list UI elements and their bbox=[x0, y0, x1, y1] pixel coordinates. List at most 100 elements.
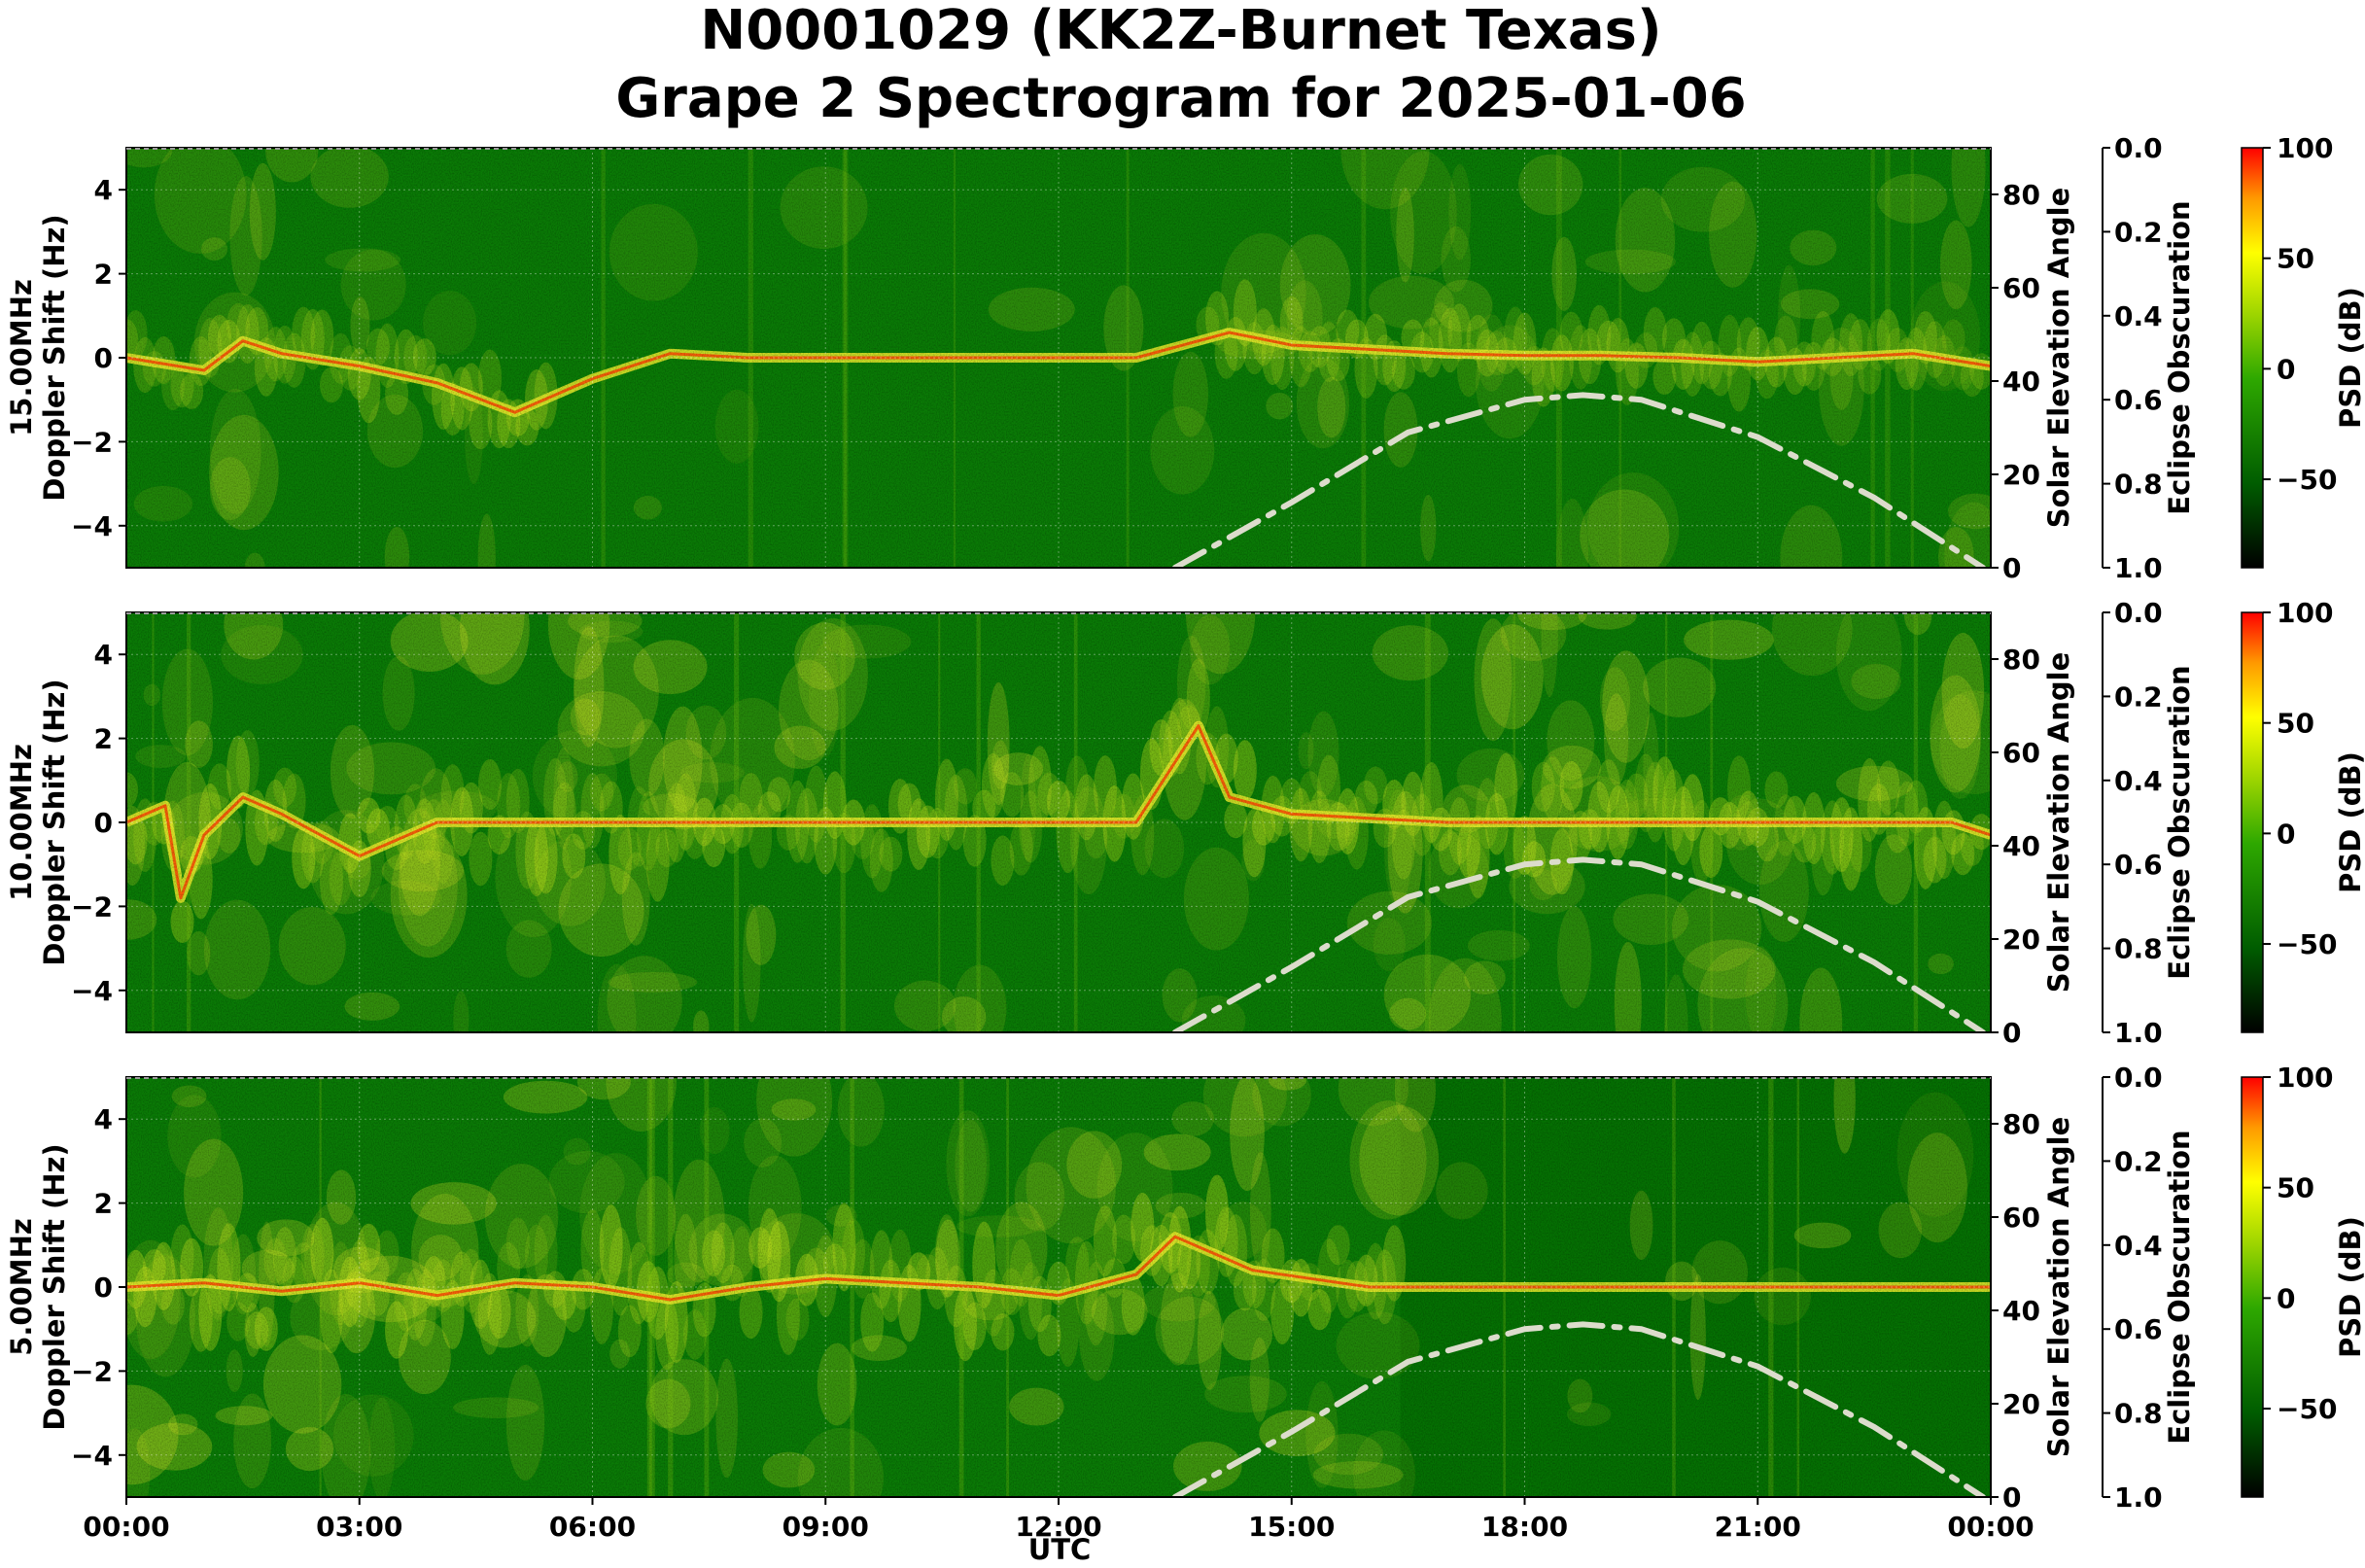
x-tick-label: 12:00 bbox=[1015, 1511, 1101, 1543]
eclipse-tick-label: 0.0 bbox=[2114, 1062, 2163, 1094]
eclipse-axis-label: Eclipse Obscuration bbox=[2163, 1130, 2196, 1444]
solar-tick-label: 20 bbox=[2002, 459, 2040, 491]
eclipse-tick-label: 0.6 bbox=[2114, 1313, 2163, 1345]
psd-tick-label: 100 bbox=[2277, 1062, 2333, 1094]
eclipse-tick-label: 0.0 bbox=[2114, 132, 2163, 164]
x-tick-label: 09:00 bbox=[783, 1511, 869, 1543]
eclipse-tick-label: 0.4 bbox=[2114, 765, 2163, 797]
solar-tick-label: 80 bbox=[2002, 1108, 2040, 1140]
solar-tick-label: 0 bbox=[2002, 1017, 2021, 1049]
psd-colorbar bbox=[2241, 1076, 2264, 1498]
psd-colorbar bbox=[2241, 147, 2264, 569]
eclipse-tick-label: 1.0 bbox=[2114, 1481, 2163, 1514]
spectrogram-plot bbox=[126, 148, 1991, 568]
panel-5.00MHz: 420−2−45.00MHz Doppler Shift (Hz)80604020… bbox=[5, 1062, 2365, 1543]
psd-axis-label: PSD (dB) bbox=[2334, 751, 2365, 893]
eclipse-tick-label: 0.4 bbox=[2114, 300, 2163, 332]
eclipse-tick-label: 0.6 bbox=[2114, 384, 2163, 416]
figure-title-line1: N0001029 (KK2Z-Burnet Texas) bbox=[700, 0, 1661, 62]
solar-axis-label: Solar Elevation Angle bbox=[2042, 652, 2075, 993]
eclipse-tick-label: 0.4 bbox=[2114, 1230, 2163, 1262]
doppler-axis-label: Doppler Shift (Hz) bbox=[38, 679, 71, 965]
solar-tick-label: 60 bbox=[2002, 1202, 2040, 1234]
y-tick-label: −4 bbox=[71, 510, 113, 542]
eclipse-tick-label: 0.8 bbox=[2114, 933, 2163, 965]
panel-frequency-label: 5.00MHz bbox=[5, 1218, 38, 1356]
noise-overlay bbox=[126, 148, 1991, 568]
psd-tick-label: 50 bbox=[2277, 243, 2314, 275]
solar-elevation-curve bbox=[1171, 1321, 1986, 1497]
eclipse-tick-label: 1.0 bbox=[2114, 552, 2163, 584]
psd-tick-label: −50 bbox=[2277, 928, 2337, 960]
x-tick-label: 15:00 bbox=[1248, 1511, 1335, 1543]
doppler-axis-label: Doppler Shift (Hz) bbox=[38, 1143, 71, 1430]
x-tick-label: 21:00 bbox=[1715, 1511, 1801, 1543]
x-axis-label: UTC bbox=[1028, 1533, 1092, 1566]
eclipse-tick-label: 0.2 bbox=[2114, 216, 2163, 248]
solar-axis-label: Solar Elevation Angle bbox=[2042, 1117, 2075, 1458]
eclipse-axis-label: Eclipse Obscuration bbox=[2163, 200, 2196, 514]
eclipse-tick-label: 0.6 bbox=[2114, 849, 2163, 881]
psd-tick-label: 0 bbox=[2277, 353, 2295, 385]
eclipse-tick-label: 0.0 bbox=[2114, 597, 2163, 629]
y-tick-label: 2 bbox=[94, 1188, 113, 1220]
panel-frequency-label: 10.00MHz bbox=[5, 744, 38, 901]
solar-tick-label: 40 bbox=[2002, 1295, 2040, 1327]
psd-tick-label: 0 bbox=[2277, 818, 2295, 850]
solar-tick-label: 40 bbox=[2002, 366, 2040, 398]
y-tick-label: 4 bbox=[94, 1103, 113, 1135]
solar-elevation-curve bbox=[1171, 392, 1986, 568]
solar-tick-label: 0 bbox=[2002, 1481, 2021, 1514]
solar-tick-label: 60 bbox=[2002, 737, 2040, 769]
psd-tick-label: 0 bbox=[2277, 1282, 2295, 1314]
eclipse-tick-label: 0.8 bbox=[2114, 1398, 2163, 1430]
eclipse-axis-label: Eclipse Obscuration bbox=[2163, 665, 2196, 979]
solar-tick-label: 0 bbox=[2002, 552, 2021, 584]
y-tick-label: −4 bbox=[71, 975, 113, 1007]
psd-tick-label: −50 bbox=[2277, 464, 2337, 496]
psd-colorbar bbox=[2241, 611, 2264, 1033]
eclipse-tick-label: 0.2 bbox=[2114, 680, 2163, 713]
solar-elevation-curve bbox=[1171, 856, 1986, 1032]
panel-frequency-label: 15.00MHz bbox=[5, 279, 38, 436]
panels: 420−2−415.00MHz Doppler Shift (Hz)8060402… bbox=[5, 132, 2365, 1543]
noise-overlay bbox=[126, 1077, 1991, 1497]
psd-tick-label: 100 bbox=[2277, 132, 2333, 164]
psd-tick-label: −50 bbox=[2277, 1393, 2337, 1425]
y-tick-label: −2 bbox=[71, 426, 113, 458]
noise-overlay bbox=[126, 612, 1991, 1032]
y-tick-label: 0 bbox=[94, 1272, 113, 1304]
solar-tick-label: 80 bbox=[2002, 644, 2040, 676]
y-tick-label: 4 bbox=[94, 639, 113, 671]
panel-10.00MHz: 420−2−410.00MHz Doppler Shift (Hz)8060402… bbox=[5, 597, 2365, 1049]
psd-tick-label: 100 bbox=[2277, 597, 2333, 629]
figure-title-line2: Grape 2 Spectrogram for 2025-01-06 bbox=[615, 67, 1746, 130]
x-tick-label: 03:00 bbox=[316, 1511, 402, 1543]
solar-tick-label: 40 bbox=[2002, 830, 2040, 862]
psd-axis-label: PSD (dB) bbox=[2334, 287, 2365, 429]
y-tick-label: −2 bbox=[71, 1355, 113, 1387]
y-tick-label: 0 bbox=[94, 807, 113, 839]
eclipse-tick-label: 0.2 bbox=[2114, 1145, 2163, 1177]
y-tick-label: 4 bbox=[94, 174, 113, 206]
solar-tick-label: 80 bbox=[2002, 179, 2040, 211]
spectrogram-plot bbox=[126, 1077, 1991, 1497]
solar-tick-label: 20 bbox=[2002, 923, 2040, 956]
doppler-axis-label: Doppler Shift (Hz) bbox=[38, 214, 71, 501]
psd-axis-label: PSD (dB) bbox=[2334, 1216, 2365, 1358]
panel-15.00MHz: 420−2−415.00MHz Doppler Shift (Hz)8060402… bbox=[5, 132, 2365, 584]
x-tick-label: 00:00 bbox=[1947, 1511, 2034, 1543]
y-tick-label: 2 bbox=[94, 259, 113, 291]
x-tick-label: 06:00 bbox=[549, 1511, 636, 1543]
x-tick-label: 18:00 bbox=[1481, 1511, 1568, 1543]
solar-tick-label: 60 bbox=[2002, 272, 2040, 304]
y-tick-label: 0 bbox=[94, 342, 113, 374]
psd-tick-label: 50 bbox=[2277, 708, 2314, 740]
y-tick-label: 2 bbox=[94, 723, 113, 755]
eclipse-tick-label: 0.8 bbox=[2114, 469, 2163, 501]
eclipse-tick-label: 1.0 bbox=[2114, 1017, 2163, 1049]
psd-tick-label: 50 bbox=[2277, 1172, 2314, 1204]
spectrogram-plot bbox=[126, 612, 1991, 1032]
y-tick-label: −4 bbox=[71, 1440, 113, 1472]
